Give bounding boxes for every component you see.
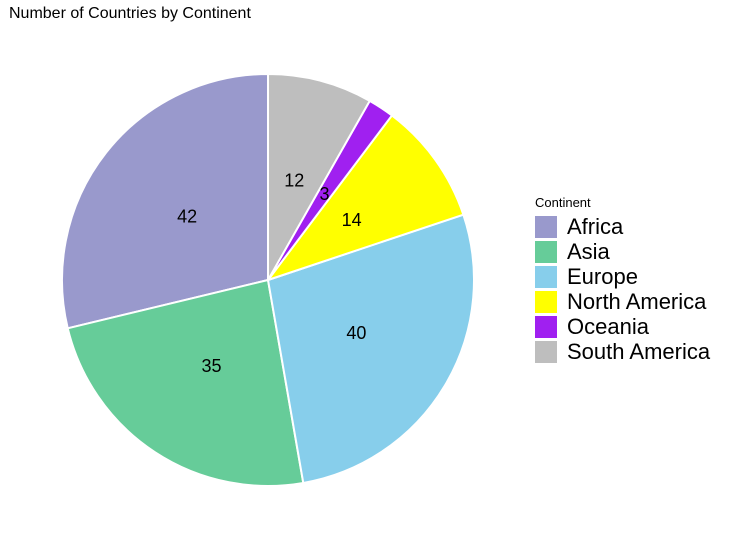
legend-item-oceania: Oceania [535, 314, 710, 339]
legend: Continent Africa Asia Europe North America O… [535, 195, 710, 364]
slice-label-oceania: 3 [320, 184, 330, 204]
legend-item-africa: Africa [535, 214, 710, 239]
pie-slice-europe [267, 213, 475, 484]
legend-item-north-america: North America [535, 289, 710, 314]
legend-label: Europe [567, 264, 638, 289]
legend-label: North America [567, 289, 707, 314]
legend-swatch [535, 340, 557, 363]
legend-items: Africa Asia Europe North America Oceania Sout… [535, 214, 710, 364]
pie-slices [61, 73, 475, 488]
legend-swatch [535, 315, 557, 338]
legend-swatch [535, 290, 557, 313]
slice-label-africa: 42 [177, 206, 197, 226]
pie-slice-south-america [267, 73, 371, 281]
legend-label: Asia [567, 239, 610, 264]
pie-slice-asia [66, 279, 305, 488]
legend-title: Continent [535, 195, 591, 210]
legend-swatch [535, 240, 557, 263]
slice-label-south-america: 12 [284, 170, 304, 190]
legend-swatch [535, 265, 557, 288]
slice-label-asia: 35 [201, 356, 221, 376]
legend-label: South America [567, 339, 711, 364]
legend-swatch [535, 215, 557, 238]
pie-slice-labels: 42 35 40 14 3 12 [177, 170, 366, 376]
legend-item-south-america: South America [535, 339, 710, 364]
legend-label: Africa [567, 214, 624, 239]
pie-slice-north-america [267, 114, 465, 281]
pie-slice-africa [61, 73, 269, 330]
legend-item-europe: Europe [535, 264, 710, 289]
chart-title: Number of Countries by Continent [9, 5, 251, 22]
slice-label-europe: 40 [346, 323, 366, 343]
legend-item-asia: Asia [535, 239, 710, 264]
slice-label-north-america: 14 [342, 210, 362, 230]
legend-label: Oceania [567, 314, 649, 339]
